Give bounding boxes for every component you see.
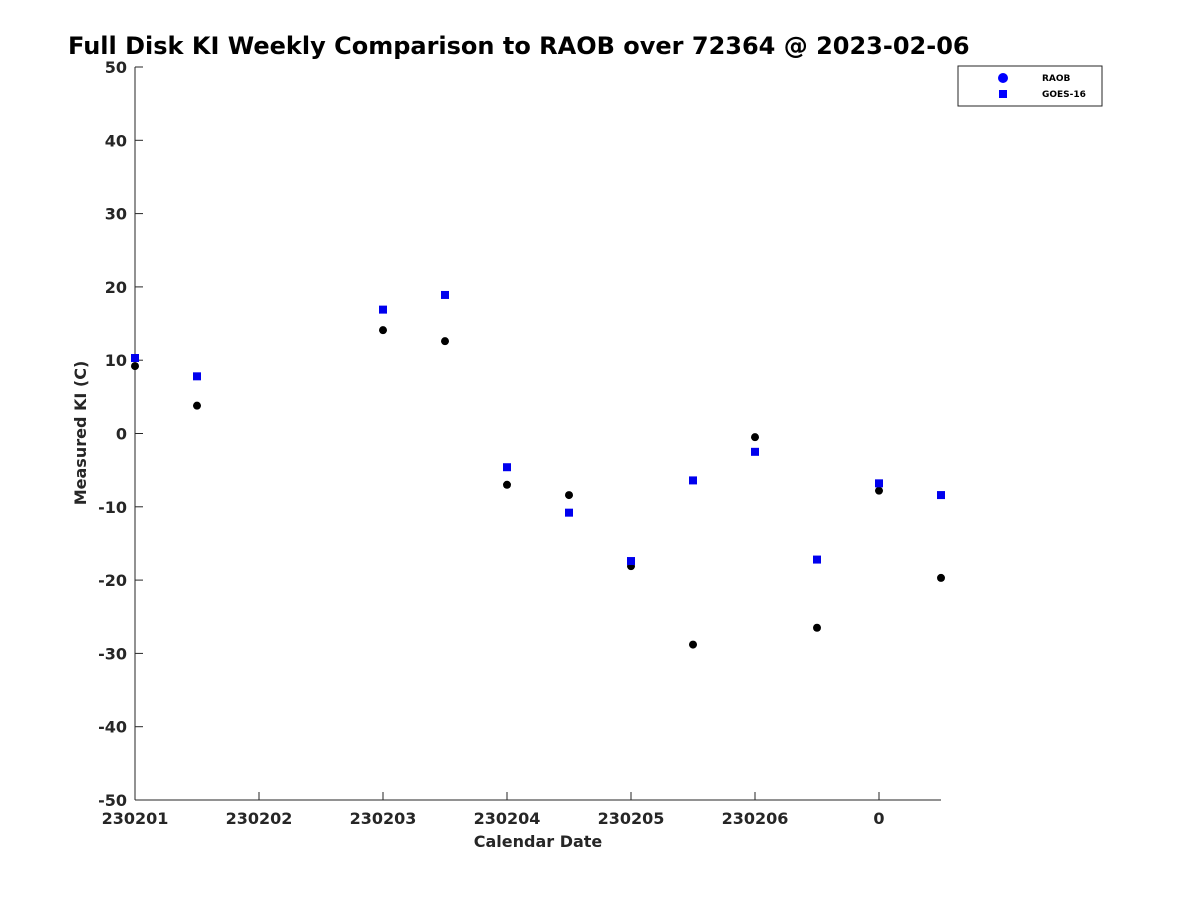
raob-point	[379, 326, 387, 335]
legend-goes-16-marker	[999, 90, 1007, 98]
y-tick-label: -50	[98, 791, 127, 810]
raob-point	[565, 491, 573, 500]
goes-16-point	[875, 479, 883, 488]
y-tick-label: 40	[105, 131, 127, 150]
raob-point	[875, 486, 883, 495]
x-ticks: 230201 230202 230203 230204 230205 230206 0	[102, 792, 885, 828]
x-tick-label: 0	[873, 809, 884, 828]
goes-16-point	[813, 555, 821, 564]
legend-label: RAOB	[1042, 74, 1071, 84]
legend-raob-marker	[998, 73, 1008, 83]
raob-point	[813, 623, 821, 632]
goes-16-point	[937, 491, 945, 500]
raob-point	[441, 337, 449, 346]
goes-16-point	[193, 372, 201, 381]
raob-point	[131, 362, 139, 371]
x-tick-label: 230203	[350, 809, 417, 828]
goes-16-point	[441, 290, 449, 299]
legend-box	[957, 65, 1103, 107]
y-tick-label: -20	[98, 571, 127, 590]
y-tick-label: 20	[105, 278, 127, 297]
series-goes-16	[131, 290, 945, 566]
chart-title: Full Disk KI Weekly Comparison to RAOB o…	[68, 32, 970, 60]
goes-16-point	[689, 476, 697, 485]
y-tick-label: 50	[105, 58, 127, 77]
raob-point	[193, 401, 201, 410]
goes-16-point	[379, 305, 387, 314]
x-tick-label: 230202	[226, 809, 293, 828]
y-tick-label: -30	[98, 644, 127, 663]
y-ticks: 50 40 30 20 10 0 -10 -20 -30 -40 -50	[98, 58, 143, 810]
x-tick-label: 230206	[722, 809, 789, 828]
raob-point	[937, 573, 945, 582]
legend: RAOB GOES-16	[957, 65, 1103, 107]
x-tick-label: 230204	[474, 809, 541, 828]
data-points	[131, 290, 945, 649]
series-raob	[131, 326, 945, 649]
goes-16-point	[565, 508, 573, 517]
raob-point	[503, 480, 511, 489]
axes	[134, 67, 941, 801]
goes-16-point	[503, 463, 511, 472]
x-tick-label: 230205	[598, 809, 665, 828]
x-tick-label: 230201	[102, 809, 169, 828]
goes-16-point	[627, 557, 635, 566]
raob-point	[689, 640, 697, 649]
y-tick-label: -10	[98, 498, 127, 517]
x-axis-title: Calendar Date	[474, 832, 603, 851]
y-tick-label: 0	[116, 425, 127, 444]
y-axis-title: Measured KI (C)	[71, 361, 90, 506]
y-tick-label: -40	[98, 718, 127, 737]
raob-point	[751, 433, 759, 442]
y-tick-label: 30	[105, 205, 127, 224]
y-tick-label: 10	[105, 351, 127, 370]
legend-label: GOES-16	[1042, 90, 1086, 100]
goes-16-point	[131, 354, 139, 363]
goes-16-point	[751, 447, 759, 456]
